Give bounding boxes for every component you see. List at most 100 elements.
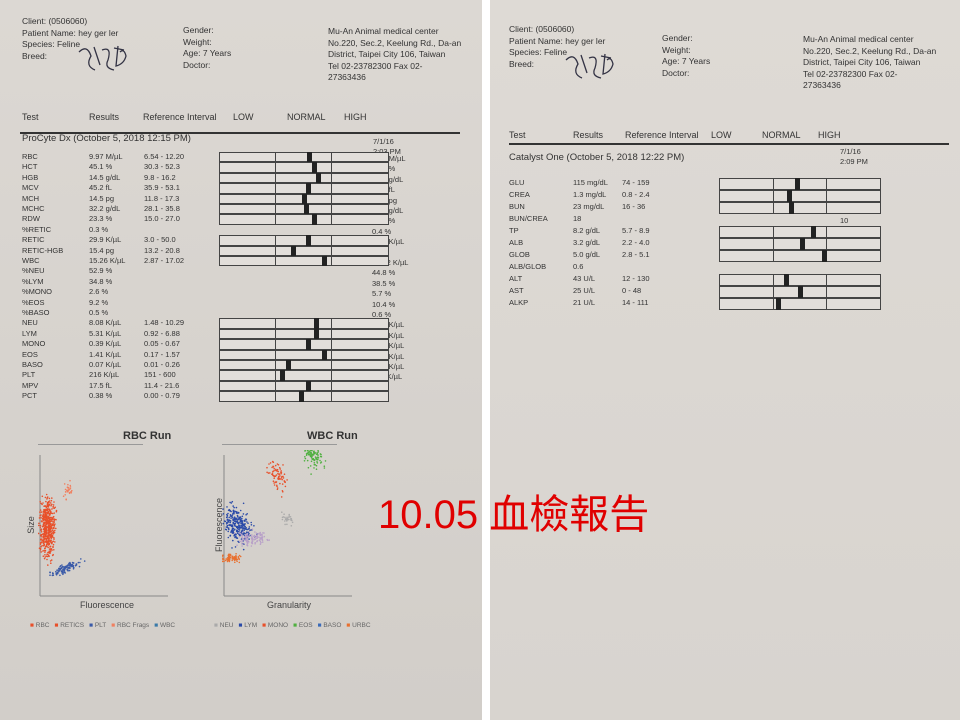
scatter-dot [49,574,51,576]
scatter-dot [267,472,270,474]
scatter-dot [226,518,229,521]
scatter-dot [58,567,60,570]
test-name: GLOB [509,250,530,259]
scatter-dot [49,549,52,551]
reference-interval: 11.8 - 17.3 [144,193,180,203]
scatter-dot [66,568,68,571]
reference-interval: 2.8 - 5.1 [622,250,650,259]
range-divider-high [825,203,827,213]
scatter-dot [276,468,279,471]
scatter-dot [42,542,45,545]
test-name: MCH [22,193,40,203]
range-divider-low [275,215,277,224]
scatter-dot [46,545,48,548]
range-divider-low [275,194,277,203]
previous-result: 0.6 % [372,310,392,319]
scatter-dot [238,521,240,524]
scatter-dot [38,524,40,527]
scatter-dot [42,533,44,535]
scatter-dot [44,537,46,540]
result-value: 29.9 K/µL [89,235,122,245]
scatter-dot [231,559,233,562]
range-divider-low [275,371,277,380]
scatter-dot [78,565,81,568]
scatter-dot [228,524,230,526]
scatter-dot [55,518,57,521]
result-value: 45.1 % [89,162,113,172]
scatter-dot [50,523,52,525]
scatter-dot [238,517,240,520]
scatter-dot [64,565,67,568]
scatter-dot [226,524,229,527]
scatter-dot [42,528,45,531]
range-bar [219,152,389,163]
scatter-dot [317,450,319,452]
scatter-dot [45,512,47,514]
scatter-dot [231,513,234,515]
scatter-dot [277,464,280,466]
reference-interval: 6.54 - 12.20 [144,152,185,161]
scatter-dot [52,532,55,534]
scatter-dot [51,574,54,577]
gender: Gender: [662,33,693,43]
instrument-title: ProCyte Dx (October 5, 2018 12:15 PM) [22,133,191,144]
plot-legend: ■ NEU ■ LYM ■ MONO ■ EOS ■ BASO ■ URBC [214,622,376,629]
y-axis-label: Fluorescence [214,497,225,553]
scatter-dot [232,505,234,507]
scatter-dot [64,494,66,496]
range-bar [719,274,881,286]
scatter-dot [43,531,46,534]
result-marker [322,256,328,267]
gender: Gender: [183,25,214,35]
doctor: Doctor: [183,59,211,70]
result-value: 0.38 % [89,391,113,401]
scatter-dot [39,526,41,529]
scatter-dot [286,516,288,519]
result-marker [822,250,828,262]
scatter-dot [278,477,280,479]
range-bar [219,339,389,350]
scatter-dot [234,522,237,525]
scatter-dot [68,492,71,495]
scatter-dot [51,529,53,532]
result-value: 2.6 % [89,287,109,297]
scatter-dot [47,504,49,507]
scatter-dot [51,503,53,506]
scatter-dot [43,545,45,547]
scatter-dot [277,472,279,475]
scatter-dot [256,534,259,536]
test-name: %RETIC [22,224,52,234]
scatter-dot [310,451,312,454]
range-bar [219,214,389,225]
scatter-dot [231,547,233,549]
range-divider-high [330,257,332,266]
result-value: 0.6 [573,262,584,271]
legend-label: MONO [267,622,289,629]
scatter-dot [43,505,46,507]
range-divider-low [772,203,774,213]
wbc-scatter-plot [222,450,352,597]
scatter-dot [239,532,242,535]
scatter-dot [55,570,57,573]
scatter-dot [239,509,242,512]
scatter-dot [47,539,50,541]
scatter-dot [44,519,47,521]
test-name: WBC [22,256,40,265]
result-value: 15.26 K/µL [89,256,126,265]
scatter-dot [286,479,288,481]
scatter-dot [50,542,53,545]
scatter-dot [49,509,51,511]
scatter-dot [251,539,254,541]
range-divider-low [275,163,277,172]
scatter-dot [232,509,235,512]
table-row: GLOB 5.0 g/dL 2.8 - 5.1 [490,250,960,262]
scatter-dot [240,526,243,528]
reference-interval: 13.2 - 20.8 [144,245,180,255]
scatter-dot [39,547,42,550]
scatter-dot [246,534,249,536]
result-value: 15.4 pg [89,245,115,255]
column-header: Test [509,130,526,140]
scatter-dot [53,537,55,539]
scatter-dot [242,502,245,505]
